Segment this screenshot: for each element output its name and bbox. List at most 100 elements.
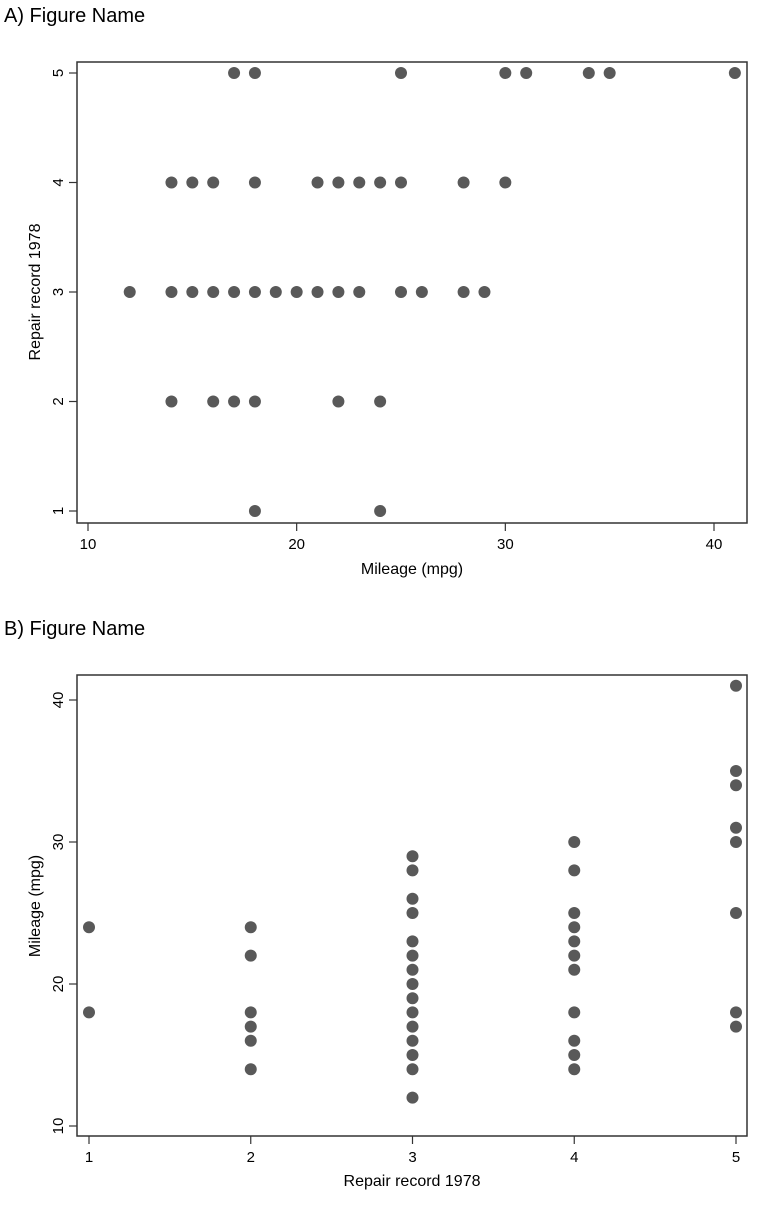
panel-a-data-point [165,395,178,408]
panel-b-data-point [406,892,419,905]
panel-b-data-point [730,679,742,692]
panel-a-data-point [248,176,261,189]
panel-a-data-point [248,395,261,408]
panel-b-data-point [244,1006,257,1019]
panel-a-data-point [499,67,512,79]
panel-a-data-point [353,176,366,189]
panel-a-y-tick-label: 4 [50,178,67,186]
panel-a-data-point [311,176,324,189]
panel-b-data-point [406,963,419,976]
panel-b-data-point [568,1049,581,1061]
panel-b-data-point [730,821,742,834]
panel-b-data-point [406,1034,419,1047]
panel-b-y-tick-label: 20 [50,976,67,993]
panel-a-data-point [248,286,261,298]
panel-a-x-tick-label: 30 [497,536,514,553]
panel-a-plot-frame [76,61,748,524]
panel-a-data-point [395,67,407,79]
panel-b-data-point [406,864,419,877]
panel-b-y-tick-label: 10 [50,1118,67,1135]
panel-b-data-point [406,949,419,962]
panel-a-y-tick-label: 1 [50,507,67,515]
panel-b-data-point [406,850,419,863]
panel-a-data-point [290,286,303,298]
panel-a-data-point [165,176,178,189]
panel-a-data-point [374,395,387,408]
panel-b-data-point [244,921,257,934]
panel-a-data-point [228,395,241,408]
panel-a-data-point [248,505,261,517]
panel-b-data-point [83,1006,95,1019]
panel-b-data-point [568,1034,581,1047]
panel-b-data-point [244,1020,257,1033]
panel-a-data-point [186,176,199,189]
panel-a-x-tick-label: 20 [288,536,305,553]
panel-a-title: A) Figure Name [4,5,145,27]
panel-a-data-point [165,286,178,298]
panel-a-data-point [478,286,491,298]
panel-b-data-point [568,907,581,919]
panel-b-data-point [406,907,419,919]
panel-a-x-tick-label: 10 [80,536,97,553]
panel-b-data-point [568,836,581,848]
panel-a-y-tick-label: 2 [50,397,67,405]
panel-b-title: B) Figure Name [4,618,145,640]
panel-a-data-point [228,286,241,298]
panel-a-data-point [207,286,220,298]
panel-b-data-point [406,1049,419,1061]
panel-a-data-point [207,395,220,408]
panel-b-y-tick-label: 40 [50,692,67,709]
panel-b-x-label: Repair record 1978 [344,1173,481,1190]
panel-b-x-tick-label: 1 [85,1149,93,1166]
panel-a-data-point [395,286,407,298]
panel-b-data-point [406,1020,419,1033]
panel-b-data-point [568,963,581,976]
panel-b-data-point [406,992,419,1005]
panel-b-data-point [406,1091,419,1104]
panel-a-data-point [603,67,616,79]
panel-a-data-point [207,176,220,189]
panel-b-data-point [406,978,419,990]
panel-b-data-point [406,1006,419,1019]
panel-b-data-point [568,935,581,948]
panel-b-x-tick-label: 2 [247,1149,255,1166]
panel-a-data-point [457,176,470,189]
panel-b-x-tick-label: 5 [732,1149,740,1166]
panel-b-data-point [568,1006,581,1019]
panel-b-data-point [244,1034,257,1047]
panel-a-x-tick-label: 40 [706,536,723,553]
panel-b-x-tick-label: 4 [570,1149,578,1166]
panel-b-data-point [83,921,95,934]
panel-a-data-point [332,395,345,408]
panel-a-data-point [415,286,428,298]
panel-a-data-point [374,505,387,517]
panel-a-data-point [582,67,595,79]
panel-a-data-point [353,286,366,298]
panel-a: A) Figure Name Mileage (mpg) Repair reco… [4,5,748,578]
panel-b-data-point [568,1063,581,1076]
panel-a-data-point [499,176,512,189]
panel-a-data-point [269,286,282,298]
panel-a-y-label: Repair record 1978 [27,223,44,360]
panel-b-x-tick-label: 3 [408,1149,416,1166]
panel-a-data-point [332,176,345,189]
panel-b-data-point [730,779,742,792]
panel-a-data-point [332,286,345,298]
panel-a-data-point [457,286,470,298]
panel-a-y-tick-label: 5 [50,69,67,77]
panel-b: B) Figure Name Repair record 1978 Mileag… [4,618,748,1190]
panel-a-x-label: Mileage (mpg) [361,561,463,578]
panel-b-data-point [244,949,257,962]
panel-a-data-point [248,67,261,79]
panel-a-data-point [123,286,136,298]
panel-a-data-point [520,67,533,79]
panel-b-data-point [568,949,581,962]
panel-a-data-point [395,176,407,189]
panel-b-data-point [244,1063,257,1076]
panel-a-data-point [311,286,324,298]
panel-a-data-point [728,67,741,79]
panel-a-data-point [228,67,241,79]
panel-b-y-label: Mileage (mpg) [27,855,44,957]
panel-b-data-point [730,1020,742,1033]
